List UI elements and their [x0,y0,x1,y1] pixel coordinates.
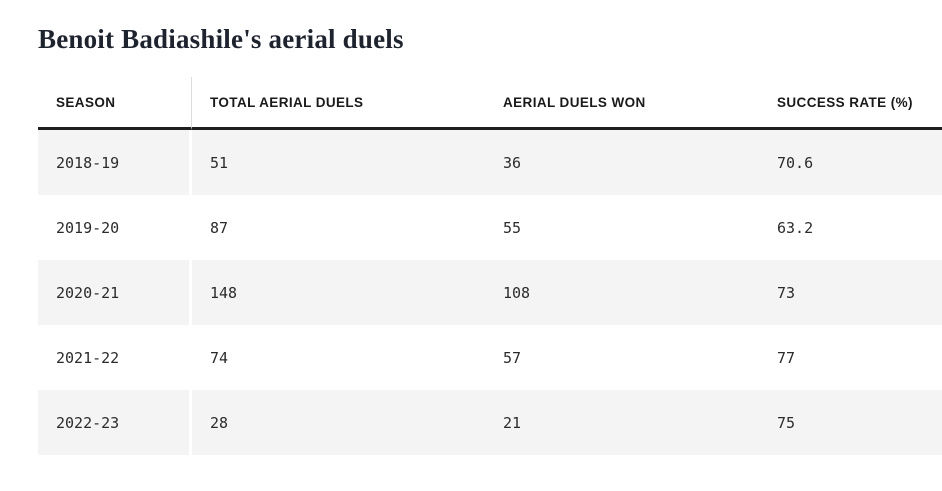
article-table-section: Benoit Badiashile's aerial duels SEASON … [38,24,942,455]
cell-total-aerial-duels: 148 [210,283,238,302]
table-row: 2022-23 28 21 75 [38,390,942,455]
cell-season: 2020-21 [38,260,192,325]
cell-success-rate: 73 [777,283,796,302]
cell-total-aerial-duels: 87 [210,218,229,237]
cell-total-aerial-duels: 74 [210,348,229,367]
cell-total-aerial-duels: 28 [210,413,229,432]
cell-season: 2022-23 [38,390,192,455]
cell-success-rate: 75 [777,413,796,432]
cell-aerial-duels-won: 108 [503,283,531,302]
table-row: 2021-22 74 57 77 [38,325,942,390]
cell-aerial-duels-won: 55 [503,218,522,237]
page-title: Benoit Badiashile's aerial duels [38,24,404,54]
cell-success-rate: 70.6 [777,153,814,172]
cell-season: 2018-19 [38,130,192,195]
cell-success-rate: 63.2 [777,218,814,237]
cell-aerial-duels-won: 21 [503,413,522,432]
cell-success-rate: 77 [777,348,796,367]
column-header-aerial-duels-won: AERIAL DUELS WON [485,77,759,130]
cell-aerial-duels-won: 57 [503,348,522,367]
table-row: 2020-21 148 108 73 [38,260,942,325]
cell-season: 2019-20 [38,195,192,260]
column-header-success-rate: SUCCESS RATE (%) [759,77,942,130]
header-row: SEASON TOTAL AERIAL DUELS AERIAL DUELS W… [38,77,942,130]
aerial-duels-table: SEASON TOTAL AERIAL DUELS AERIAL DUELS W… [38,77,942,455]
table-row: 2019-20 87 55 63.2 [38,195,942,260]
column-header-total-aerial-duels: TOTAL AERIAL DUELS [192,77,485,130]
column-header-season: SEASON [38,77,192,130]
cell-season: 2021-22 [38,325,192,390]
cell-total-aerial-duels: 51 [210,153,229,172]
cell-aerial-duels-won: 36 [503,153,522,172]
table-row: 2018-19 51 36 70.6 [38,130,942,195]
